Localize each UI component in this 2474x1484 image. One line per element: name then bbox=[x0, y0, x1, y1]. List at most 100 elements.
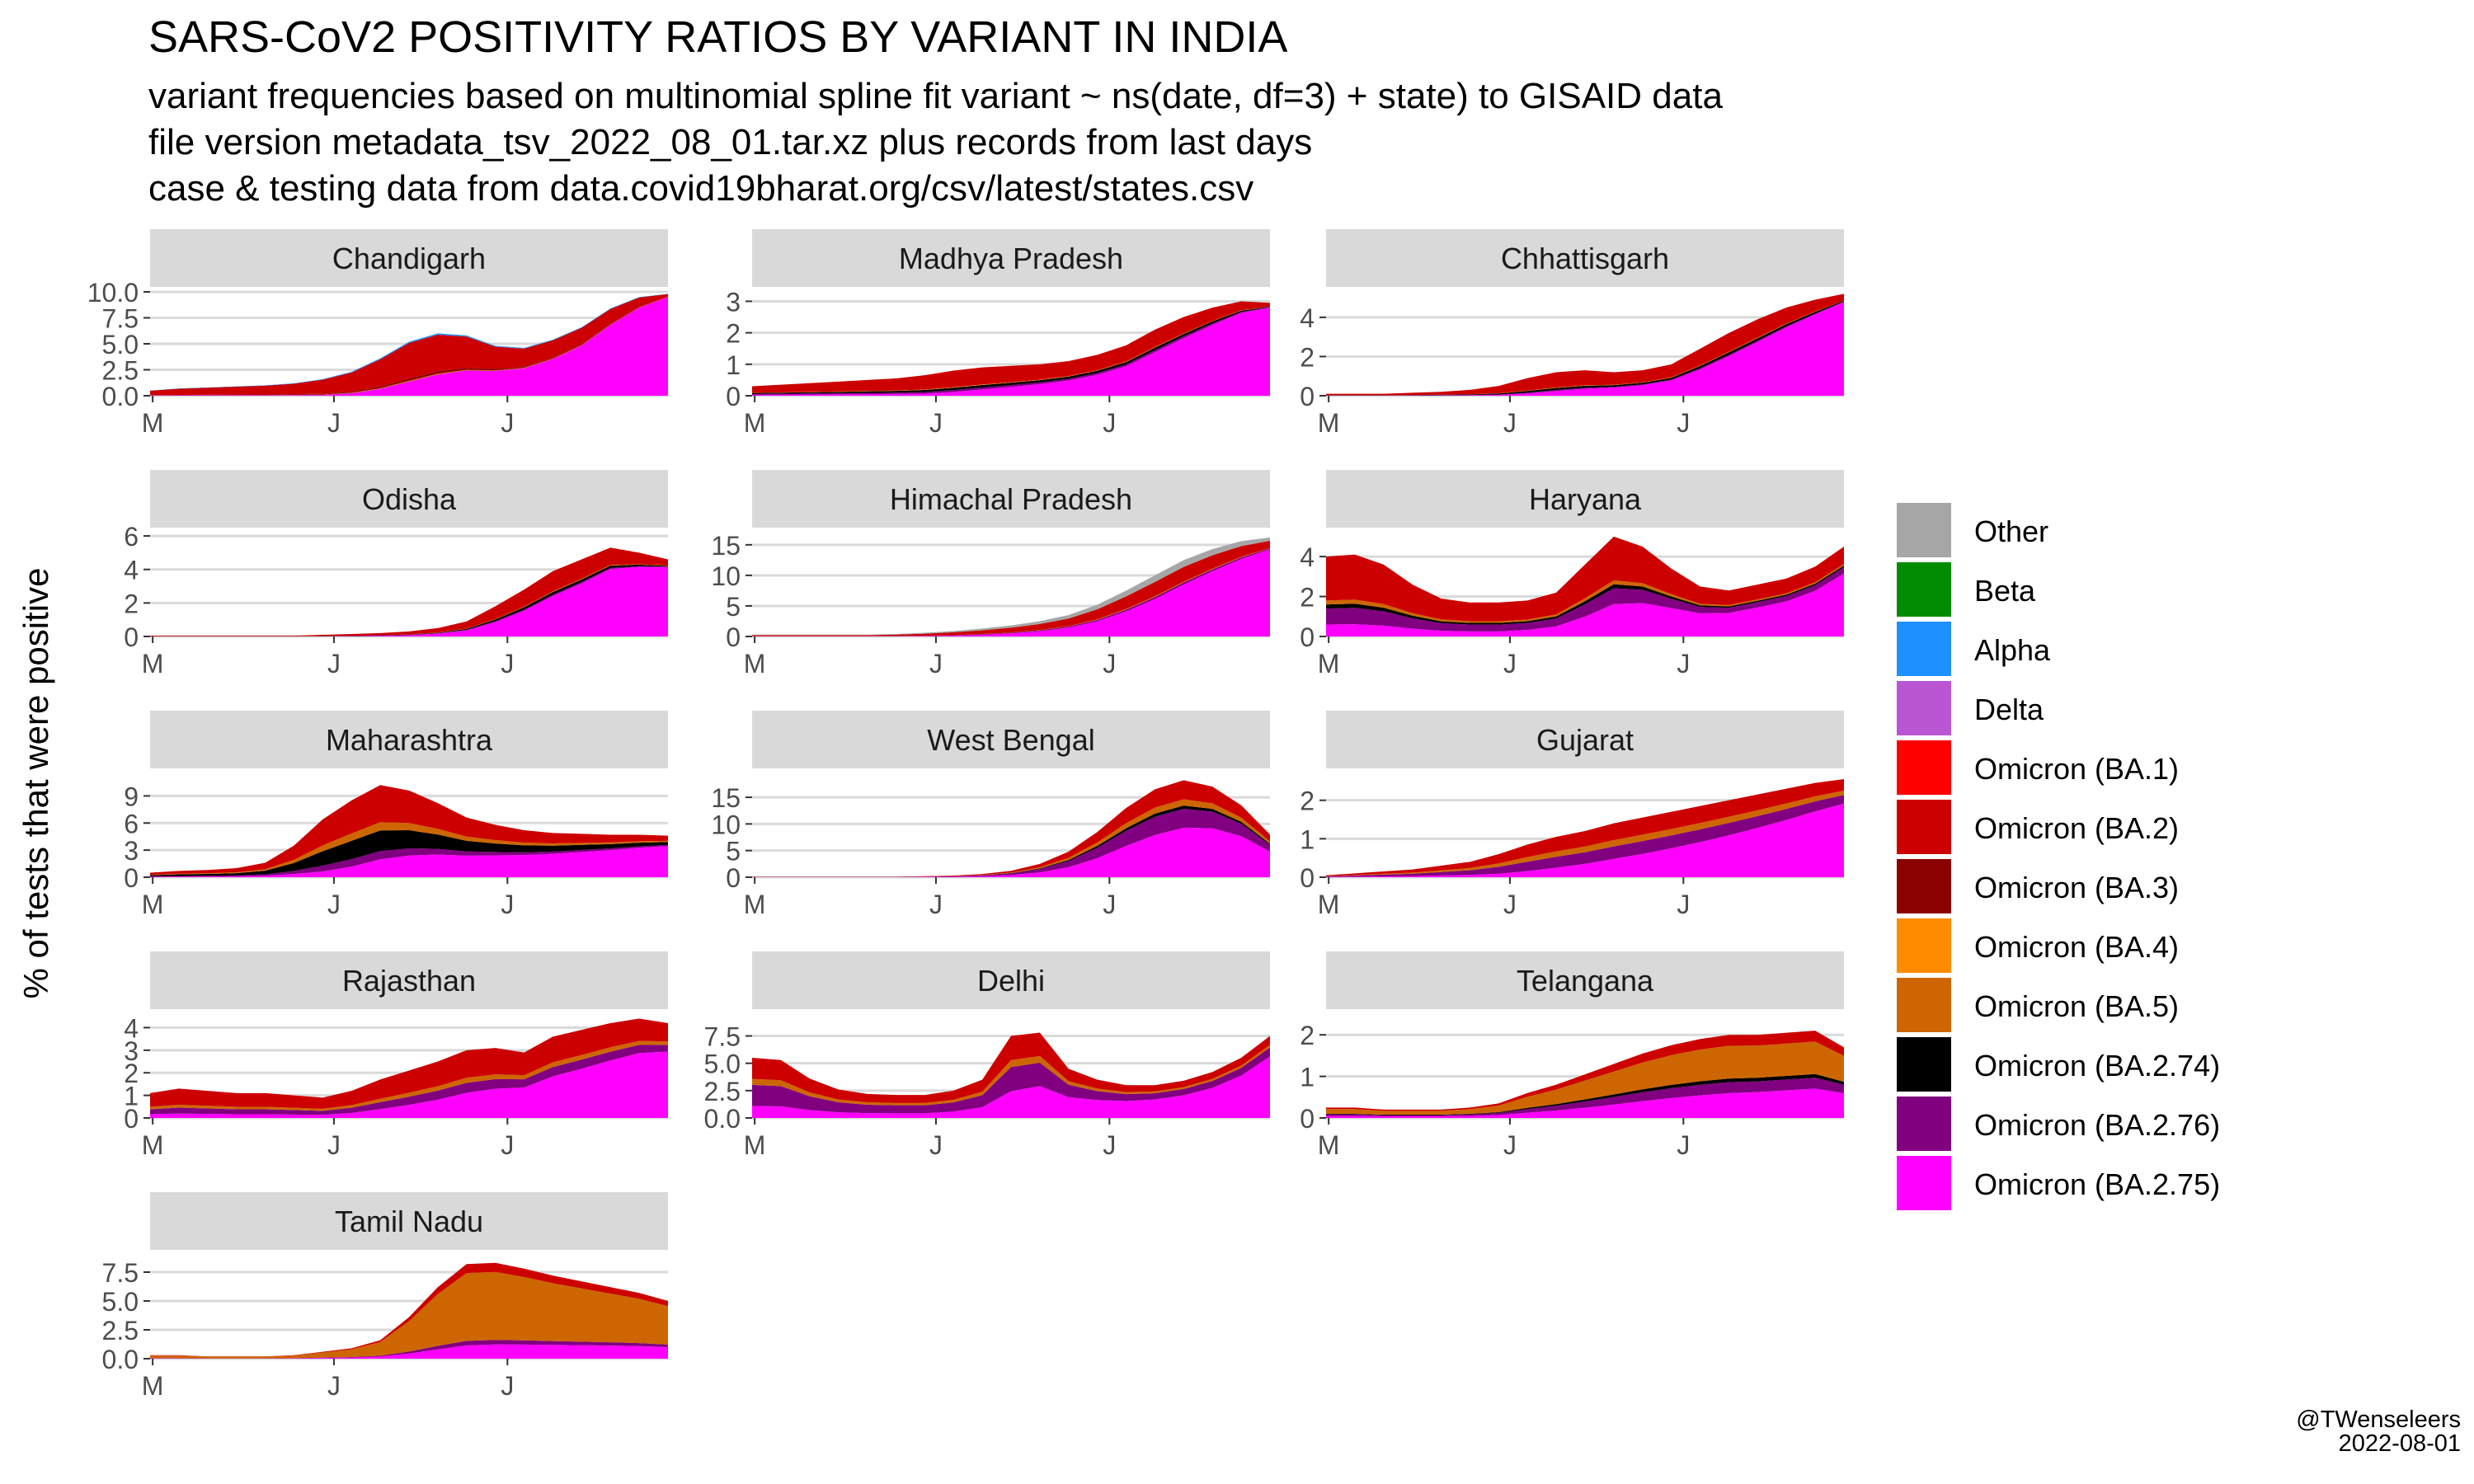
x-tick-label: J bbox=[501, 1130, 514, 1160]
y-tick-label: 10.0 bbox=[87, 278, 139, 308]
panel-strip bbox=[1326, 470, 1844, 528]
y-tick-label: 2 bbox=[124, 1059, 139, 1088]
x-tick-label: J bbox=[1103, 649, 1116, 679]
x-tick-label: M bbox=[1318, 1130, 1340, 1160]
panel-strip bbox=[150, 470, 668, 528]
credit-author: @TWenseleers bbox=[2296, 1407, 2461, 1433]
area-omicron-ba-2 bbox=[752, 540, 1270, 636]
legend-key-omicron-ba-2 bbox=[1897, 800, 1951, 854]
y-tick-label: 4 bbox=[124, 1013, 139, 1043]
legend-label-alpha: Alpha bbox=[1974, 633, 2051, 667]
y-tick-label: 5.0 bbox=[102, 1287, 139, 1317]
chart-subtitle-line-1: variant frequencies based on multinomial… bbox=[148, 76, 1723, 116]
y-tick-label: 1 bbox=[1300, 824, 1315, 854]
legend-label-delta: Delta bbox=[1974, 693, 2044, 726]
area-omicron-ba-2 bbox=[150, 1018, 668, 1109]
y-tick-label: 0 bbox=[726, 622, 741, 652]
area-omicron-ba-2 bbox=[150, 547, 668, 636]
y-tick-label: 15 bbox=[711, 783, 741, 813]
x-tick-label: J bbox=[929, 408, 943, 438]
panel-title: Gujarat bbox=[1536, 723, 1634, 757]
panel-tamil-nadu: Tamil Nadu 0.02.55.07.5 M J J bbox=[102, 1192, 668, 1401]
y-tick-label: 7.5 bbox=[102, 304, 139, 334]
panel-strip bbox=[150, 951, 668, 1009]
x-tick-label: M bbox=[142, 1130, 164, 1160]
y-tick-label: 0 bbox=[726, 382, 741, 411]
y-tick-label: 0.0 bbox=[102, 382, 139, 411]
y-tick-label: 2 bbox=[1300, 342, 1315, 372]
area-omicron-ba-2-75 bbox=[752, 827, 1270, 877]
area-omicron-ba-2-75 bbox=[1326, 573, 1844, 636]
panel-strip bbox=[150, 229, 668, 287]
panel-title: West Bengal bbox=[927, 723, 1094, 757]
legend-label-omicron-ba-2-75: Omicron (BA.2.75) bbox=[1974, 1167, 2221, 1201]
panel-chhattisgarh: Chhattisgarh 0 2 4 M J J bbox=[1300, 229, 1844, 438]
legend-label-omicron-ba-5: Omicron (BA.5) bbox=[1974, 989, 2180, 1023]
legend-label-other: Other bbox=[1974, 514, 2049, 548]
y-tick-label: 5.0 bbox=[704, 1050, 741, 1079]
y-tick-label: 6 bbox=[124, 809, 139, 838]
panel-title: Rajasthan bbox=[342, 964, 476, 998]
y-tick-label: 0 bbox=[1300, 863, 1315, 893]
panel-strip bbox=[752, 711, 1270, 768]
y-tick-label: 0 bbox=[726, 863, 741, 893]
y-tick-label: 2 bbox=[1300, 1021, 1315, 1050]
area-omicron-ba-2-75 bbox=[752, 549, 1270, 636]
panel-strip bbox=[752, 229, 1270, 287]
y-tick-label: 4 bbox=[1300, 303, 1315, 333]
x-tick-label: J bbox=[929, 649, 943, 679]
legend-key-omicron-ba-2-76 bbox=[1897, 1097, 1951, 1151]
panel-odisha: Odisha 0 2 4 6 M J J bbox=[124, 470, 668, 679]
area-omicron-ba-2 bbox=[150, 294, 668, 396]
area-omicron-ba-2-75 bbox=[1326, 1088, 1844, 1118]
panel-title: Himachal Pradesh bbox=[890, 482, 1132, 516]
panel-gujarat: Gujarat 0 1 2 M J J bbox=[1300, 711, 1844, 919]
legend-key-omicron-ba-5 bbox=[1897, 978, 1951, 1032]
y-tick-label: 0 bbox=[1300, 622, 1315, 652]
y-tick-label: 7.5 bbox=[102, 1258, 139, 1288]
area-omicron-ba-2-76 bbox=[752, 808, 1270, 877]
panel-title: Chandigarh bbox=[332, 242, 486, 275]
legend-label-omicron-ba-4: Omicron (BA.4) bbox=[1974, 930, 2180, 964]
panel-strip bbox=[1326, 951, 1844, 1009]
panel-strip bbox=[1326, 711, 1844, 768]
x-tick-label: M bbox=[744, 408, 766, 438]
y-tick-label: 3 bbox=[124, 1036, 139, 1066]
x-tick-label: M bbox=[744, 649, 766, 679]
legend-label-omicron-ba-3: Omicron (BA.3) bbox=[1974, 871, 2180, 904]
area-omicron-ba-2-75 bbox=[1326, 803, 1844, 877]
legend-key-omicron-ba-3 bbox=[1897, 859, 1951, 913]
chart-subtitle-line-2: file version metadata_tsv_2022_08_01.tar… bbox=[148, 122, 1313, 162]
x-tick-label: J bbox=[1677, 649, 1690, 679]
x-tick-label: J bbox=[327, 1371, 341, 1401]
x-tick-label: J bbox=[929, 1130, 943, 1160]
area-omicron-ba-2 bbox=[1326, 779, 1844, 876]
x-tick-label: J bbox=[1103, 408, 1116, 438]
area-omicron-ba-2-74 bbox=[752, 805, 1270, 877]
x-tick-label: J bbox=[1503, 1130, 1517, 1160]
x-tick-label: M bbox=[142, 1371, 164, 1401]
y-tick-label: 9 bbox=[124, 782, 139, 811]
y-tick-label: 2.5 bbox=[102, 356, 139, 386]
y-tick-label: 2 bbox=[1300, 583, 1315, 613]
y-tick-label: 0 bbox=[124, 622, 139, 652]
area-omicron-ba-2-74 bbox=[1326, 1073, 1844, 1115]
area-omicron-ba-2-76 bbox=[1326, 1078, 1844, 1116]
area-omicron-ba-2 bbox=[1326, 294, 1844, 396]
y-tick-label: 0.0 bbox=[102, 1345, 139, 1374]
x-tick-label: J bbox=[501, 1371, 514, 1401]
panel-title: Madhya Pradesh bbox=[899, 242, 1123, 275]
area-omicron-ba-2-75 bbox=[150, 566, 668, 636]
area-omicron-ba-2 bbox=[752, 780, 1270, 877]
y-tick-label: 3 bbox=[726, 287, 741, 317]
area-omicron-ba-2 bbox=[752, 1032, 1270, 1103]
x-tick-label: J bbox=[929, 890, 943, 919]
area-omicron-ba-2-76 bbox=[1326, 566, 1844, 632]
y-tick-label: 1 bbox=[726, 350, 741, 380]
x-tick-label: J bbox=[1103, 1130, 1116, 1160]
y-tick-label: 5.0 bbox=[102, 330, 139, 359]
x-tick-label: J bbox=[1503, 408, 1517, 438]
legend-key-omicron-ba-2-75 bbox=[1897, 1156, 1951, 1210]
